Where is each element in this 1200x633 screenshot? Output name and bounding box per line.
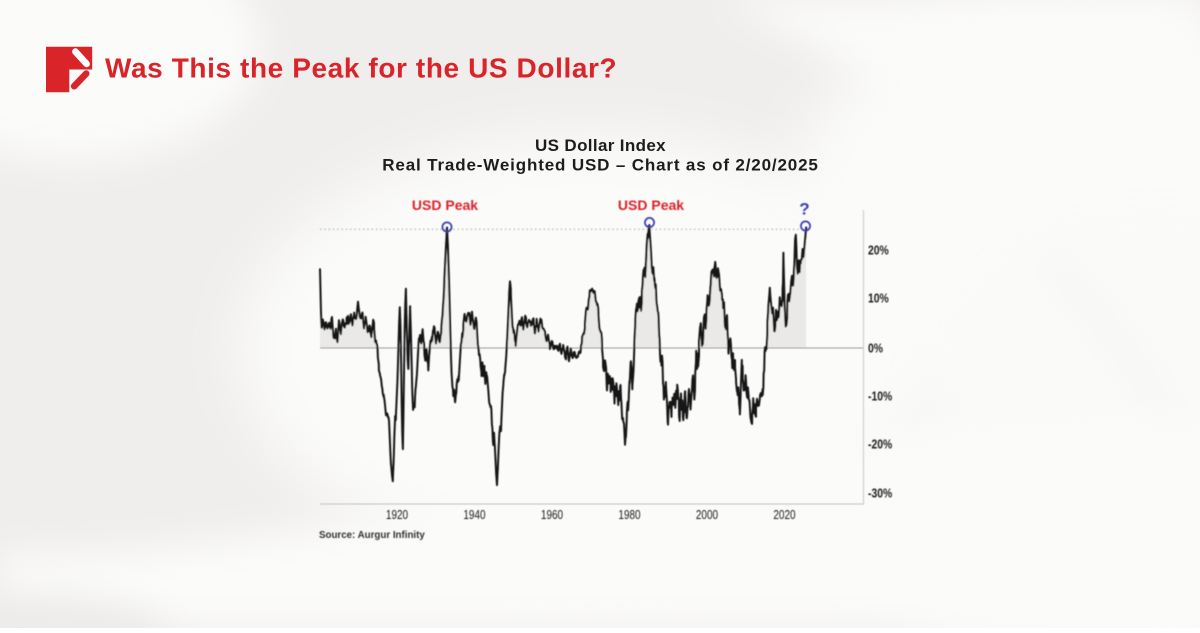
svg-text:Was This the Peak for the US D: Was This the Peak for the US Dollar? <box>105 53 617 84</box>
svg-text:?: ? <box>799 200 809 219</box>
svg-text:1980: 1980 <box>618 509 640 522</box>
svg-text:1960: 1960 <box>541 509 563 522</box>
svg-text:1940: 1940 <box>463 509 485 522</box>
svg-text:1920: 1920 <box>386 509 408 522</box>
svg-text:USD Peak: USD Peak <box>412 197 478 213</box>
svg-text:-20%: -20% <box>868 437 893 451</box>
svg-text:-30%: -30% <box>868 486 893 500</box>
svg-text:USD Peak: USD Peak <box>618 197 684 213</box>
svg-text:Real Trade-Weighted USD – Char: Real Trade-Weighted USD – Chart as of 2/… <box>382 155 818 174</box>
svg-text:20%: 20% <box>868 243 889 257</box>
svg-text:0%: 0% <box>868 341 883 355</box>
svg-text:Source: Aurgur Infinity: Source: Aurgur Infinity <box>319 530 425 541</box>
svg-text:-10%: -10% <box>868 389 893 403</box>
svg-text:2000: 2000 <box>696 509 718 522</box>
svg-text:US Dollar Index: US Dollar Index <box>535 136 666 155</box>
svg-text:10%: 10% <box>868 291 889 305</box>
svg-text:2020: 2020 <box>773 509 795 522</box>
